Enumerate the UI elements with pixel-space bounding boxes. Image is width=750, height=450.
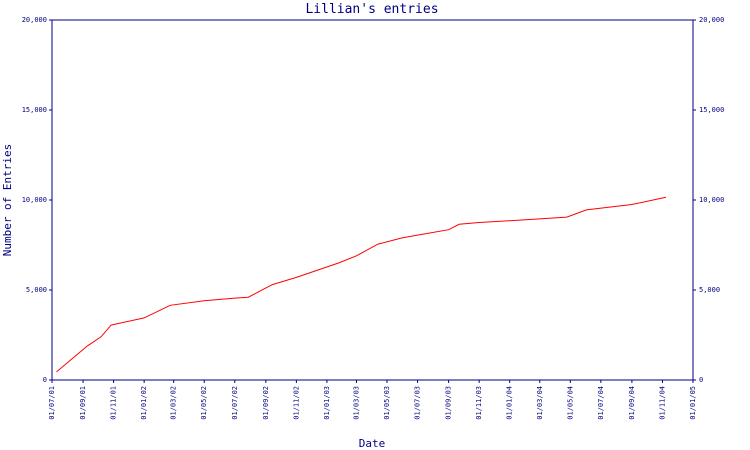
x-tick-label: 01/07/03 (414, 386, 422, 420)
data-line (56, 196, 667, 373)
y2-tick-label: 10,000 (699, 196, 724, 204)
x-tick-label: 01/05/03 (383, 386, 391, 420)
x-axis-label: Date (359, 437, 386, 450)
x-tick-label: 01/11/01 (110, 386, 118, 420)
y-axis-label: Number of Entries (1, 144, 14, 257)
x-tick-label: 01/03/03 (352, 386, 360, 420)
y2-tick-label: 20,000 (699, 16, 724, 24)
x-tick-label: 01/11/03 (475, 386, 483, 420)
x-tick-label: 01/09/04 (628, 386, 636, 420)
x-tick-label: 01/05/04 (566, 386, 574, 420)
x-tick-label: 01/01/02 (140, 386, 148, 420)
x-tick-label: 01/09/03 (445, 386, 453, 420)
y-tick-label: 0 (43, 376, 47, 384)
x-tick-label: 01/07/01 (48, 386, 56, 420)
chart-title: Lillian's entries (305, 2, 438, 17)
x-tick-label: 01/01/03 (323, 386, 331, 420)
y-tick-label: 20,000 (22, 16, 47, 24)
x-tick-label: 01/09/01 (79, 386, 87, 420)
x-tick-label: 01/01/04 (506, 386, 514, 420)
y2-tick-label: 0 (699, 376, 703, 384)
x-tick-label: 01/11/04 (658, 386, 666, 420)
x-tick-label: 01/07/04 (597, 386, 605, 420)
y2-tick-label: 5,000 (699, 286, 720, 294)
x-tick-label: 01/05/02 (200, 386, 208, 420)
y-tick-label: 10,000 (22, 196, 47, 204)
x-tick-label: 01/03/02 (170, 386, 178, 420)
x-tick-label: 01/03/04 (536, 386, 544, 420)
x-tick-label: 01/01/05 (689, 386, 697, 420)
x-tick-label: 01/09/02 (262, 386, 270, 420)
plot-frame (51, 19, 694, 381)
y2-tick-label: 15,000 (699, 106, 724, 114)
x-tick-label: 01/07/02 (231, 386, 239, 420)
y-tick-label: 15,000 (22, 106, 47, 114)
y-tick-label: 5,000 (26, 286, 47, 294)
x-tick-label: 01/11/02 (292, 386, 300, 420)
